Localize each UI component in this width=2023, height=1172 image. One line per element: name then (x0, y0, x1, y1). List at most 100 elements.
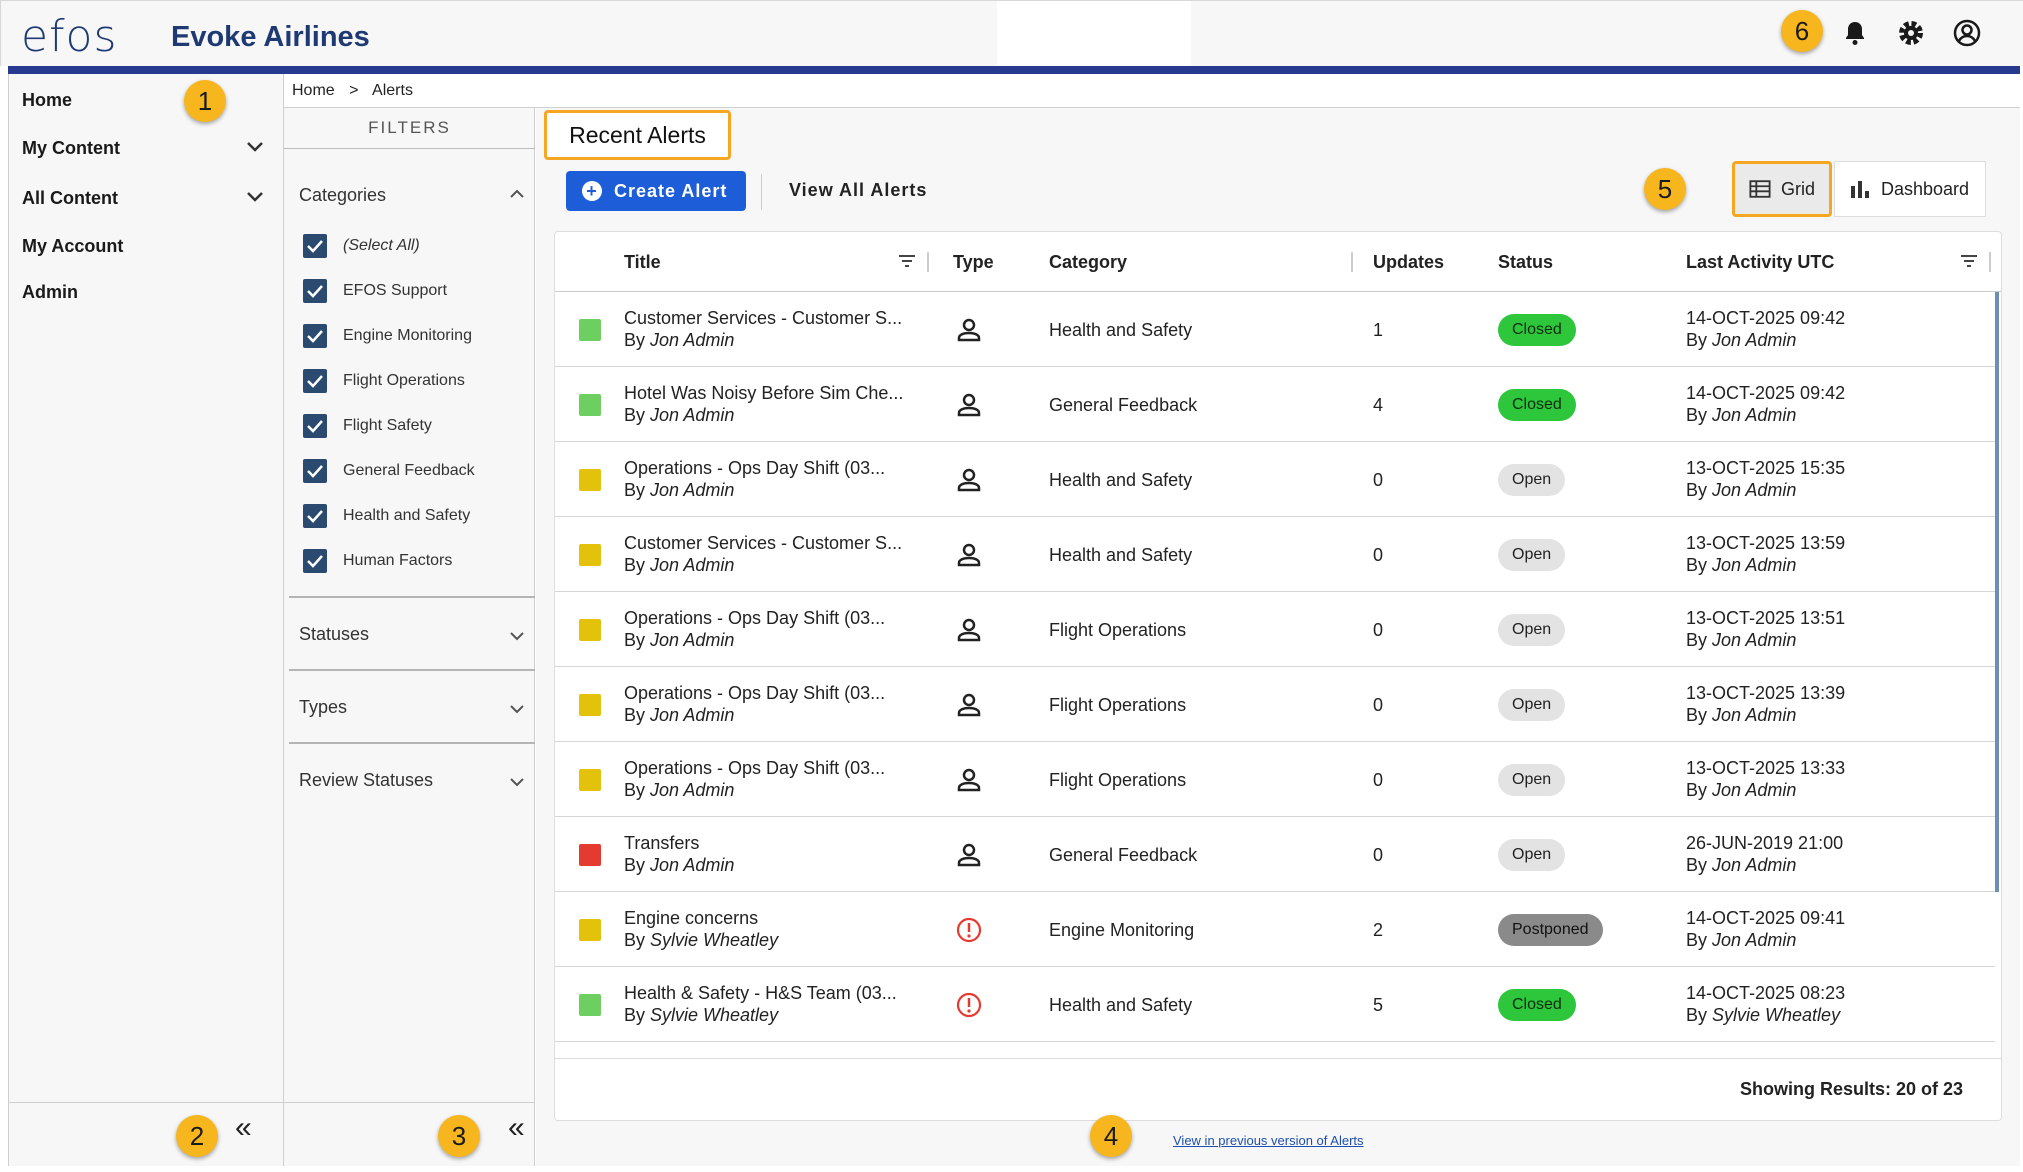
column-updates[interactable]: Updates (1373, 252, 1445, 272)
review-statuses-header[interactable]: Review Statuses (299, 770, 434, 790)
alert-title[interactable]: Operations - Ops Day Shift (03... (624, 758, 886, 778)
checkbox-checked-icon[interactable] (303, 549, 327, 573)
collapse-nav-button[interactable]: « (235, 1111, 252, 1144)
alert-category: General Feedback (1049, 845, 1198, 865)
status-badge: Open (1498, 464, 1566, 496)
nav-item-my-account[interactable]: My Account (22, 236, 124, 256)
checkbox-checked-icon[interactable] (303, 459, 327, 483)
category-checkbox-row[interactable]: Human Factors (303, 549, 452, 573)
last-activity-date: 26-JUN-2019 21:00 (1686, 833, 1844, 853)
category-checkbox-row[interactable]: Health and Safety (303, 504, 470, 528)
alert-author: By Jon Admin (624, 480, 734, 501)
checkbox-checked-icon[interactable] (303, 279, 327, 303)
category-checkbox-row[interactable]: EFOS Support (303, 279, 447, 303)
status-badge: Postponed (1498, 914, 1603, 946)
column-title[interactable]: Title (624, 252, 661, 272)
checkbox-checked-icon[interactable] (303, 369, 327, 393)
alert-title[interactable]: Operations - Ops Day Shift (03... (624, 458, 886, 478)
by-prefix: By (624, 1005, 651, 1025)
statuses-header[interactable]: Statuses (299, 624, 370, 644)
person-icon (955, 541, 983, 569)
table-row[interactable]: Health & Safety - H&S Team (03... By Sylv… (555, 967, 1995, 1042)
last-activity-author: By Jon Admin (1686, 780, 1796, 801)
table-row[interactable]: Operations - Ops Day Shift (03... By Jon … (555, 667, 1995, 742)
category-checkbox-row[interactable]: General Feedback (303, 459, 475, 483)
status-badge: Open (1498, 614, 1566, 646)
chevron-up-icon[interactable] (508, 188, 526, 200)
types-header[interactable]: Types (299, 697, 348, 717)
table-row[interactable]: Hotel Was Noisy Before Sim Che... By Jon … (555, 367, 1995, 442)
filters-panel: FILTERS Categories (Select All) EFOS Supp… (284, 108, 535, 1166)
column-status[interactable]: Status (1498, 252, 1554, 272)
previous-version-link[interactable]: View in previous version of Alerts (1173, 1133, 1364, 1148)
category-checkbox-row[interactable]: Flight Operations (303, 369, 465, 393)
table-row[interactable]: Operations - Ops Day Shift (03... By Jon … (555, 742, 1995, 817)
alert-circle-icon (955, 991, 983, 1019)
category-checkbox-row[interactable]: (Select All) (303, 234, 420, 258)
table-row[interactable]: Customer Services - Customer S... By Jon … (555, 292, 1995, 367)
category-checkbox-row[interactable]: Flight Safety (303, 414, 432, 438)
nav-item-my-content[interactable]: My Content (22, 138, 120, 158)
breadcrumb-home[interactable]: Home (292, 82, 335, 99)
column-divider[interactable] (1989, 252, 1991, 272)
alert-title[interactable]: Health & Safety - H&S Team (03... (624, 983, 897, 1003)
left-nav: Home My Content All Content My Account A… (8, 74, 285, 1166)
alert-title[interactable]: Engine concerns (624, 908, 759, 928)
chevron-down-icon[interactable] (508, 776, 526, 788)
alerts-table: Title Type Category Updates Status Last … (554, 231, 2002, 1121)
alert-title[interactable]: Operations - Ops Day Shift (03... (624, 683, 886, 703)
table-row[interactable]: Operations - Ops Day Shift (03... By Jon … (555, 442, 1995, 517)
category-checkbox-row[interactable]: Engine Monitoring (303, 324, 472, 348)
chevron-down-icon[interactable] (508, 703, 526, 715)
checkbox-checked-icon[interactable] (303, 504, 327, 528)
account-icon[interactable] (1951, 17, 1983, 49)
alert-title[interactable]: Customer Services - Customer S... (624, 308, 903, 328)
efos-logo[interactable]: efos (21, 11, 118, 62)
column-divider[interactable] (927, 252, 929, 272)
grid-view-button[interactable]: Grid (1732, 161, 1832, 217)
nav-item-admin[interactable]: Admin (22, 282, 78, 302)
person-icon (955, 391, 983, 419)
priority-indicator (579, 469, 601, 491)
chevron-down-icon[interactable] (245, 190, 265, 204)
callout-badge-6: 6 (1781, 10, 1823, 52)
dashboard-view-button[interactable]: Dashboard (1834, 161, 1986, 217)
column-category[interactable]: Category (1049, 252, 1128, 272)
checkbox-checked-icon[interactable] (303, 414, 327, 438)
last-activity-date: 13-OCT-2025 13:39 (1686, 683, 1846, 703)
table-row[interactable]: Customer Services - Customer S... By Jon … (555, 517, 1995, 592)
nav-item-home[interactable]: Home (22, 90, 73, 110)
column-type[interactable]: Type (953, 252, 994, 272)
alert-title[interactable]: Customer Services - Customer S... (624, 533, 903, 553)
collapse-filters-button[interactable]: « (508, 1111, 525, 1144)
checkbox-checked-icon[interactable] (303, 234, 327, 258)
nav-item-all-content[interactable]: All Content (22, 188, 118, 208)
table-row[interactable]: Engine concerns By Sylvie Wheatley Engine … (555, 892, 1995, 967)
column-last-activity[interactable]: Last Activity UTC (1686, 252, 1835, 272)
author-name: Jon Admin (650, 405, 735, 425)
plus-icon: + (582, 181, 602, 201)
categories-header[interactable]: Categories (299, 185, 387, 205)
table-row[interactable]: Transfers By Jon Admin General Feedback 0 Op… (555, 817, 1995, 892)
table-row[interactable]: Operations - Ops Day Shift (03... By Jon … (555, 592, 1995, 667)
table-scrollbar[interactable] (1995, 292, 1999, 892)
section-divider (289, 742, 535, 744)
alert-title[interactable]: Hotel Was Noisy Before Sim Che... (624, 383, 904, 403)
chevron-down-icon[interactable] (508, 630, 526, 642)
filter-icon[interactable] (1959, 252, 1979, 270)
alert-title[interactable]: Transfers (624, 833, 700, 853)
alert-title[interactable]: Operations - Ops Day Shift (03... (624, 608, 886, 628)
gear-icon[interactable] (1895, 17, 1927, 49)
checkbox-checked-icon[interactable] (303, 324, 327, 348)
filter-icon[interactable] (897, 252, 917, 270)
bell-icon[interactable] (1839, 17, 1871, 49)
by-prefix: By (624, 630, 651, 650)
chevron-down-icon[interactable] (245, 140, 265, 154)
alert-category: General Feedback (1049, 395, 1198, 415)
column-divider[interactable] (1351, 252, 1353, 272)
by-prefix: By (1686, 780, 1713, 800)
view-all-alerts-button[interactable]: View All Alerts (789, 180, 928, 200)
person-icon (955, 466, 983, 494)
create-alert-button[interactable]: + Create Alert (566, 171, 746, 211)
by-prefix: By (1686, 480, 1713, 500)
